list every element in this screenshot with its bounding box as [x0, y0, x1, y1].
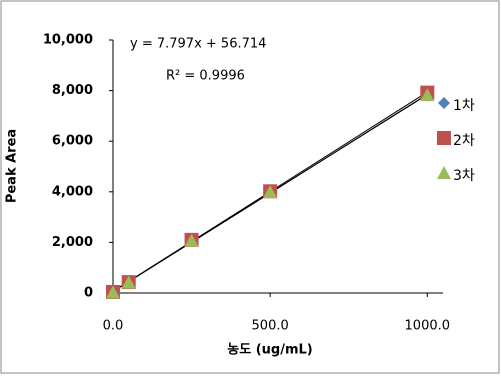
y-tick-label: 10,000	[43, 33, 93, 48]
legend-marker	[438, 97, 450, 109]
y-tick-label: 4,000	[52, 184, 93, 199]
r-squared: R² = 0.9996	[166, 69, 245, 84]
x-axis-title: 농도 (ug/mL)	[227, 343, 312, 358]
x-tick-label: 1000.0	[405, 319, 451, 334]
equation: y = 7.797x + 56.714	[130, 37, 266, 52]
legend-marker	[437, 131, 451, 145]
legend-marker	[437, 166, 451, 179]
marker	[263, 185, 278, 199]
legend-label: 1차	[453, 98, 475, 114]
marker	[420, 88, 435, 102]
y-axis-title: Peak Area	[5, 129, 20, 203]
legend-label: 3차	[453, 168, 475, 184]
y-tick-label: 8,000	[52, 83, 93, 98]
y-tick-label: 2,000	[52, 235, 93, 250]
x-tick-label: 0.0	[103, 319, 124, 334]
marker	[184, 233, 199, 247]
legend-label: 2차	[453, 133, 475, 149]
y-tick-label: 0	[84, 286, 93, 301]
marker	[106, 285, 120, 299]
x-tick-label: 500.0	[252, 319, 289, 334]
y-tick-label: 6,000	[52, 134, 93, 149]
marker	[121, 275, 136, 289]
